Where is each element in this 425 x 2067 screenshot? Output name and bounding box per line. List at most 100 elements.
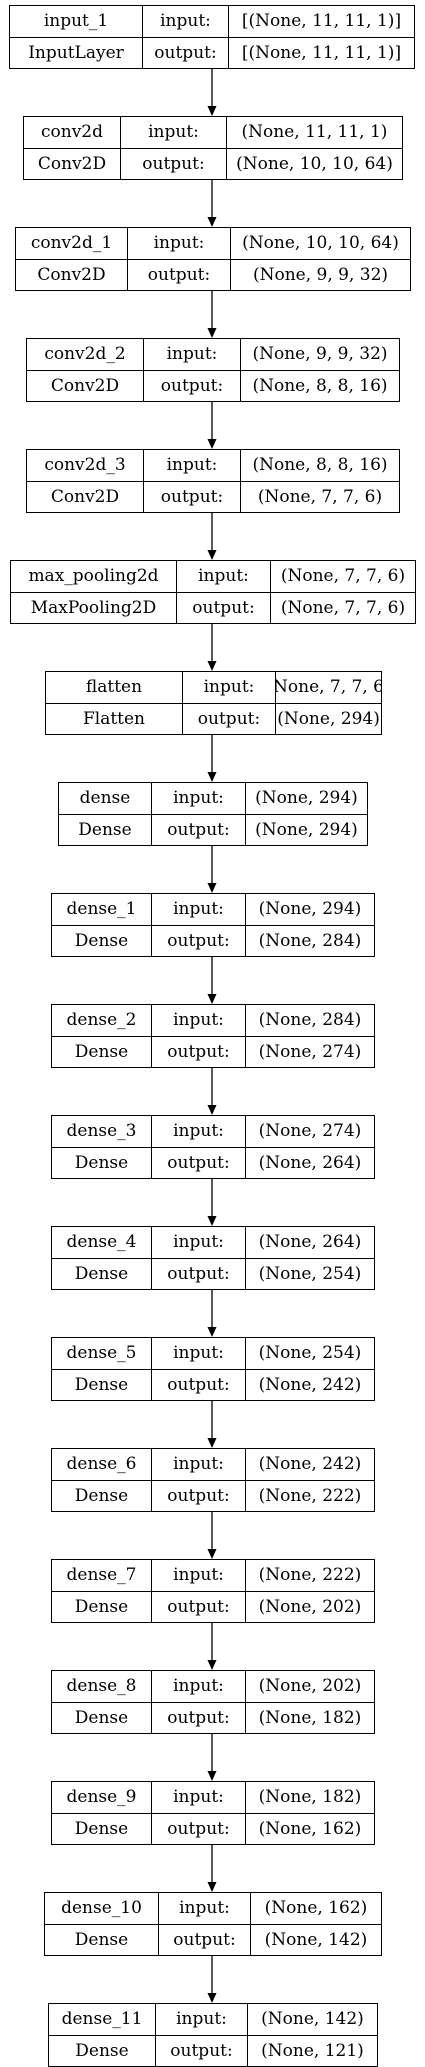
layer-input-row: dense input: (None, 294): [59, 783, 367, 814]
layer-output-row: Dense output: (None, 142): [45, 1924, 381, 1955]
arrowhead-icon: [207, 661, 217, 671]
output-shape: (None, 162): [245, 1814, 374, 1844]
layer-name: max_pooling2d: [28, 566, 159, 586]
layer-name: dense_7: [66, 1565, 137, 1585]
layer-input-row: dense_11 input: (None, 142): [49, 2004, 377, 2035]
layer-type: Dense: [74, 1929, 129, 1950]
layer-name: dense_2: [66, 1010, 137, 1030]
layer-node-dense-6: dense_6 input: (None, 242) Dense output: (Non…: [51, 1448, 375, 1512]
arrow-dense-10-to-dense-11: [207, 1956, 217, 2003]
input-label: input:: [158, 1893, 250, 1924]
layer-output-row: Flatten output: (None, 294): [46, 703, 381, 734]
input-label: input:: [176, 561, 270, 592]
arrow-max-pooling2d-to-flatten: [207, 624, 217, 671]
layer-name: conv2d: [40, 122, 103, 142]
input-shape: (None, 7, 7, 6): [270, 561, 415, 592]
layer-input-row: dense_5 input: (None, 254): [52, 1338, 374, 1369]
output-shape: (None, 8, 8, 16): [240, 371, 399, 401]
layer-node-dense: dense input: (None, 294) Dense output: (None,…: [58, 782, 368, 846]
layer-node-dense-7: dense_7 input: (None, 222) Dense output: (Non…: [51, 1559, 375, 1623]
output-shape: (None, 9, 9, 32): [230, 260, 410, 290]
layer-input-row: conv2d_2 input: (None, 9, 9, 32): [27, 339, 399, 370]
layer-output-row: Dense output: (None, 242): [52, 1369, 374, 1400]
input-shape: (None, 202): [245, 1671, 374, 1702]
layer-type: Dense: [75, 2040, 129, 2061]
arrow-conv2d-1-to-conv2d-2: [207, 291, 217, 338]
arrowhead-icon: [207, 994, 217, 1004]
layer-type: Dense: [74, 1152, 129, 1173]
layer-name: dense_4: [66, 1232, 137, 1252]
layer-type: Dense: [74, 1818, 129, 1839]
arrow-input-1-to-conv2d: [207, 69, 217, 116]
layer-output-row: InputLayer output: [(None, 11, 11, 1)]: [10, 37, 414, 68]
layer-node-conv2d-1: conv2d_1 input: (None, 10, 10, 64) Conv2D ou…: [15, 227, 411, 291]
layer-input-row: dense_4 input: (None, 264): [52, 1227, 374, 1258]
arrowhead-icon: [207, 106, 217, 116]
output-label: output:: [151, 1148, 245, 1178]
input-shape: (None, 142): [247, 2004, 377, 2035]
arrowhead-icon: [207, 772, 217, 782]
output-shape: (None, 222): [245, 1481, 374, 1511]
output-label: output:: [158, 1925, 250, 1955]
output-shape: (None, 7, 7, 6): [270, 593, 415, 623]
layer-input-row: input_1 input: [(None, 11, 11, 1)]: [10, 6, 414, 37]
output-shape: (None, 284): [245, 926, 374, 956]
layer-input-row: conv2d_1 input: (None, 10, 10, 64): [16, 228, 410, 259]
output-label: output:: [127, 260, 230, 290]
layer-node-flatten: flatten input:(None, 7, 7, 6) Flatten outpu…: [45, 671, 382, 735]
layer-name: dense_9: [66, 1787, 137, 1807]
output-label: output:: [151, 1370, 245, 1400]
input-label: input:: [151, 1005, 245, 1036]
input-label: input:: [143, 339, 240, 370]
output-label: output:: [151, 1592, 245, 1622]
arrowhead-icon: [207, 1660, 217, 1670]
input-shape: (None, 182): [245, 1782, 374, 1813]
arrow-dense-5-to-dense-6: [207, 1401, 217, 1448]
arrowhead-icon: [207, 328, 217, 338]
input-shape: (None, 11, 11, 1): [226, 117, 402, 148]
layer-node-max-pooling2d: max_pooling2d input: (None, 7, 7, 6) MaxPoo…: [10, 560, 416, 624]
output-shape: (None, 254): [245, 1259, 374, 1289]
arrow-dense-8-to-dense-9: [207, 1734, 217, 1781]
input-label: input:: [127, 228, 230, 259]
output-shape: (None, 7, 7, 6): [240, 482, 399, 512]
arrow-flatten-to-dense: [207, 735, 217, 782]
input-shape: (None, 10, 10, 64): [230, 228, 410, 259]
arrowhead-icon: [207, 1882, 217, 1892]
arrowhead-icon: [207, 1549, 217, 1559]
output-shape: (None, 294): [275, 704, 381, 734]
input-shape: (None, 242): [245, 1449, 374, 1480]
layer-type: Dense: [74, 1041, 129, 1062]
layer-name: dense_6: [66, 1454, 137, 1474]
layer-type: InputLayer: [28, 42, 124, 63]
output-shape: (None, 182): [245, 1703, 374, 1733]
layer-type: Dense: [74, 1707, 129, 1728]
layer-name: dense_11: [61, 2009, 143, 2029]
layer-input-row: dense_1 input: (None, 294): [52, 894, 374, 925]
arrowhead-icon: [207, 1216, 217, 1226]
output-label: output:: [142, 38, 228, 68]
output-shape: (None, 142): [250, 1925, 381, 1955]
input-label: input:: [143, 450, 240, 481]
output-label: output:: [143, 482, 240, 512]
layer-input-row: dense_7 input: (None, 222): [52, 1560, 374, 1591]
input-label: input:: [120, 117, 226, 148]
output-label: output:: [155, 2036, 247, 2066]
input-label: input:: [151, 894, 245, 925]
arrow-conv2d-2-to-conv2d-3: [207, 402, 217, 449]
arrow-dense-to-dense-1: [207, 846, 217, 893]
layer-type: Conv2D: [37, 153, 107, 174]
layer-name: conv2d_2: [44, 344, 126, 364]
layer-output-row: Dense output: (None, 264): [52, 1147, 374, 1178]
output-label: output:: [120, 149, 226, 179]
layer-name: conv2d_1: [30, 233, 113, 253]
layer-name: dense_1: [66, 899, 137, 919]
layer-node-conv2d-3: conv2d_3 input: (None, 8, 8, 16) Conv2D outp…: [26, 449, 400, 513]
output-shape: (None, 242): [245, 1370, 374, 1400]
layer-node-input-1: input_1 input: [(None, 11, 11, 1)] InputLay…: [9, 5, 415, 69]
input-label: input:: [151, 1338, 245, 1369]
arrow-dense-4-to-dense-5: [207, 1290, 217, 1337]
input-shape: (None, 7, 7, 6): [275, 672, 381, 703]
input-shape: (None, 222): [245, 1560, 374, 1591]
